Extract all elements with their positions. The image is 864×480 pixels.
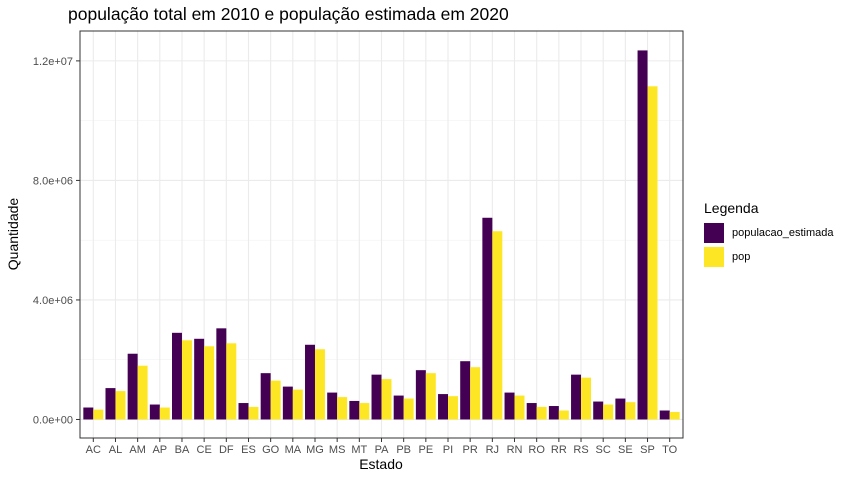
x-tick-label: BA (175, 444, 190, 456)
x-tick-label: PR (463, 444, 478, 456)
bar-populacao-estimada-pi (438, 394, 449, 420)
bar-populacao-estimada-go (260, 373, 271, 420)
bar-pop-rr (558, 410, 569, 420)
bar-populacao-estimada-pr (460, 361, 471, 420)
bar-populacao-estimada-pa (371, 374, 382, 420)
x-tick-label: PA (375, 444, 390, 456)
x-axis-title: Estado (359, 456, 403, 472)
x-tick-label: RN (507, 444, 523, 456)
bar-pop-rn (514, 395, 525, 420)
x-tick-label: AM (129, 444, 146, 456)
bar-populacao-estimada-pb (393, 395, 404, 420)
chart-title: população total em 2010 e população esti… (68, 4, 509, 24)
x-tick-label: MT (351, 444, 367, 456)
bar-populacao-estimada-es (238, 403, 249, 420)
legend-item-pop: pop (704, 245, 834, 269)
bar-pop-pa (381, 379, 392, 420)
bar-pop-to (669, 412, 680, 420)
bar-populacao-estimada-rj (482, 217, 493, 420)
bar-pop-ms (337, 397, 348, 420)
x-tick-label: SC (596, 444, 611, 456)
legend-item-populacao-estimada: populacao_estimada (704, 221, 834, 245)
x-tick-label: TO (662, 444, 678, 456)
x-tick-label: RO (528, 444, 545, 456)
bar-populacao-estimada-rr (548, 406, 559, 420)
bars (83, 50, 680, 420)
bar-populacao-estimada-df (216, 328, 227, 420)
y-axis-title: Quantidade (5, 198, 21, 271)
x-tick-label: MG (306, 444, 324, 456)
bar-populacao-estimada-ma (282, 386, 293, 420)
bar-pop-ap (159, 407, 170, 420)
bar-populacao-estimada-ro (526, 403, 537, 420)
y-tick-label: 4.0e+06 (33, 295, 73, 307)
x-tick-label: ES (241, 444, 256, 456)
bar-populacao-estimada-ce (194, 338, 205, 420)
bar-pop-es (248, 406, 259, 420)
bar-pop-se (625, 402, 636, 420)
legend-title: Legenda (704, 200, 759, 216)
bar-populacao-estimada-am (127, 353, 138, 420)
x-tick-label: SE (618, 444, 633, 456)
x-tick-label: AP (152, 444, 167, 456)
bar-populacao-estimada-rs (571, 374, 582, 420)
bar-populacao-estimada-ap (149, 404, 160, 420)
bar-populacao-estimada-rn (504, 392, 515, 420)
x-tick-label: PI (443, 444, 453, 456)
bar-pop-df (226, 343, 237, 420)
x-tick-label: MS (329, 444, 346, 456)
legend-key-populacao-estimada (704, 223, 724, 243)
bar-populacao-estimada-sc (593, 401, 604, 420)
bar-pop-ro (536, 406, 547, 420)
bar-pop-pb (403, 398, 414, 420)
axes: 0.0e+00 4.0e+06 8.0e+06 1.2e+07 AC AL AM AP BA CE… (33, 56, 678, 456)
bar-populacao-estimada-al (105, 388, 116, 420)
bar-pop-go (270, 380, 281, 420)
x-tick-label: AL (109, 444, 122, 456)
bar-populacao-estimada-to (659, 410, 670, 420)
legend-key-pop (704, 247, 724, 267)
bar-pop-pi (448, 396, 458, 420)
legend: Legenda populacao_estimada pop (704, 200, 834, 269)
y-tick-label: 1.2e+07 (33, 56, 73, 68)
bar-populacao-estimada-sp (637, 50, 648, 420)
bar-pop-mt (359, 403, 370, 420)
x-tick-label: RR (551, 444, 567, 456)
legend-label-pop: pop (732, 251, 751, 263)
x-tick-label: CE (197, 444, 212, 456)
bar-pop-ma (292, 389, 303, 420)
x-tick-label: RS (573, 444, 588, 456)
bar-populacao-estimada-ba (172, 332, 182, 420)
legend-label-populacao-estimada: populacao_estimada (732, 227, 834, 239)
bar-populacao-estimada-ac (83, 407, 94, 420)
bar-pop-rs (581, 377, 591, 420)
bar-pop-pe (425, 373, 436, 420)
bar-pop-ba (181, 340, 192, 420)
bar-pop-mg (314, 349, 325, 420)
y-tick-label: 8.0e+06 (33, 175, 73, 187)
bar-pop-rj (492, 231, 503, 420)
bar-pop-ac (93, 409, 104, 420)
bar-populacao-estimada-ms (327, 392, 338, 420)
x-tick-label: SP (640, 444, 655, 456)
x-tick-label: MA (285, 444, 302, 456)
bar-populacao-estimada-pe (415, 370, 426, 420)
bar-pop-al (115, 391, 126, 420)
bar-pop-sp (647, 86, 658, 420)
bar-pop-am (137, 365, 148, 420)
x-tick-label: RJ (486, 444, 499, 456)
bar-pop-sc (603, 404, 614, 420)
x-tick-label: GO (262, 444, 280, 456)
bar-populacao-estimada-mt (349, 400, 360, 420)
x-tick-label: PB (396, 444, 411, 456)
y-tick-label: 0.0e+00 (33, 414, 73, 426)
bar-pop-pr (470, 367, 481, 420)
x-tick-label: AC (86, 444, 101, 456)
bar-pop-ce (204, 346, 215, 420)
x-tick-label: PE (418, 444, 433, 456)
x-tick-label: DF (219, 444, 234, 456)
bar-populacao-estimada-mg (305, 344, 315, 420)
bar-populacao-estimada-se (615, 398, 626, 420)
